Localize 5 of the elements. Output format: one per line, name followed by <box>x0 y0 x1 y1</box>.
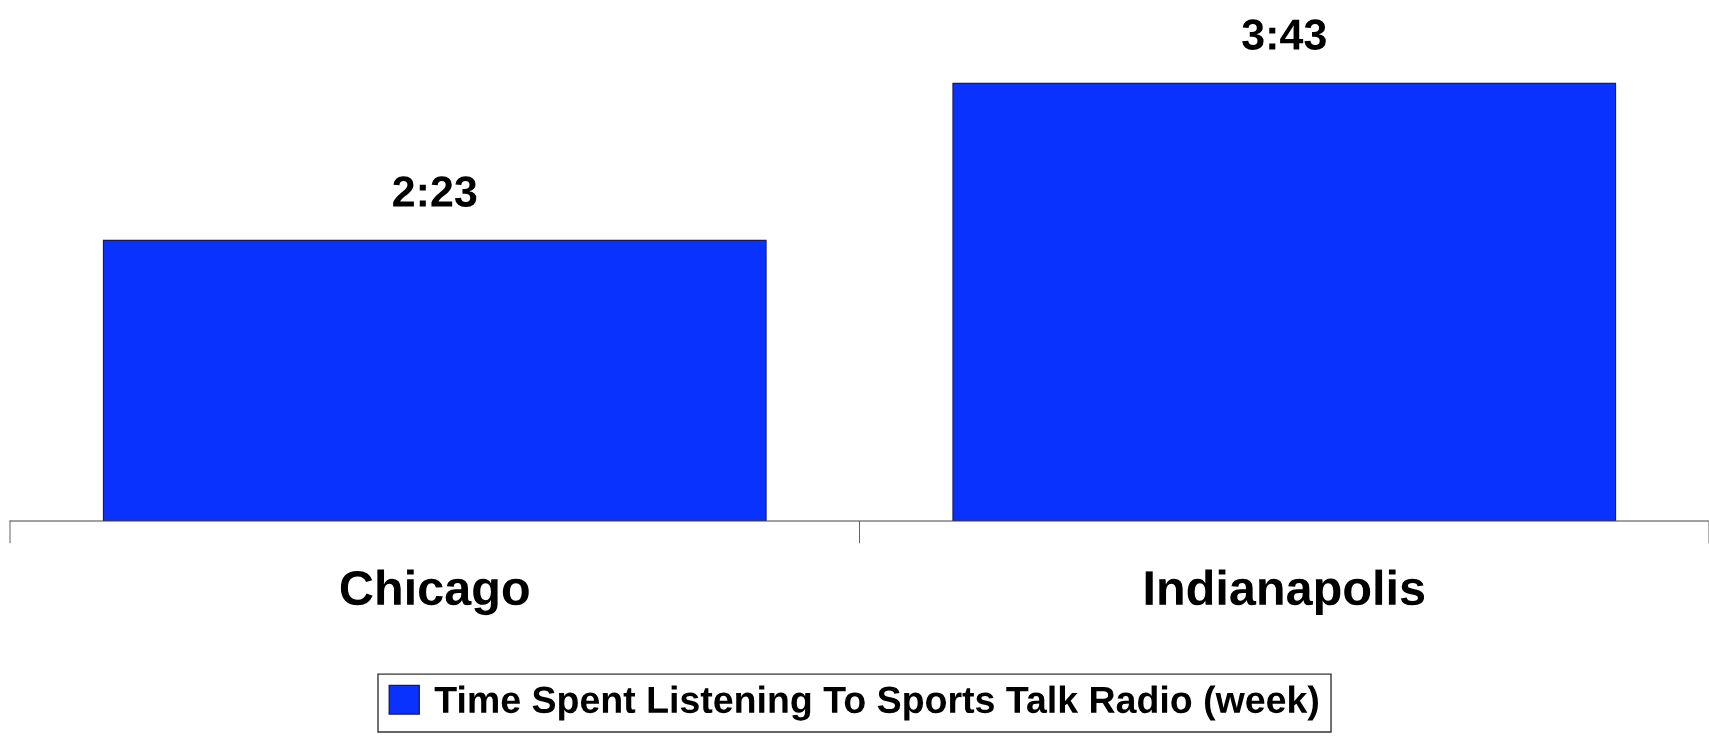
x-tick-label: Indianapolis <box>1145 569 1425 615</box>
data-label: 2:23 <box>393 176 477 207</box>
data-label: 3:43 <box>1242 19 1326 50</box>
x-tick-label: Chicago <box>340 569 529 616</box>
legend-label: Time Spent Listening To Sports Talk Radio (week) <box>434 685 1318 721</box>
